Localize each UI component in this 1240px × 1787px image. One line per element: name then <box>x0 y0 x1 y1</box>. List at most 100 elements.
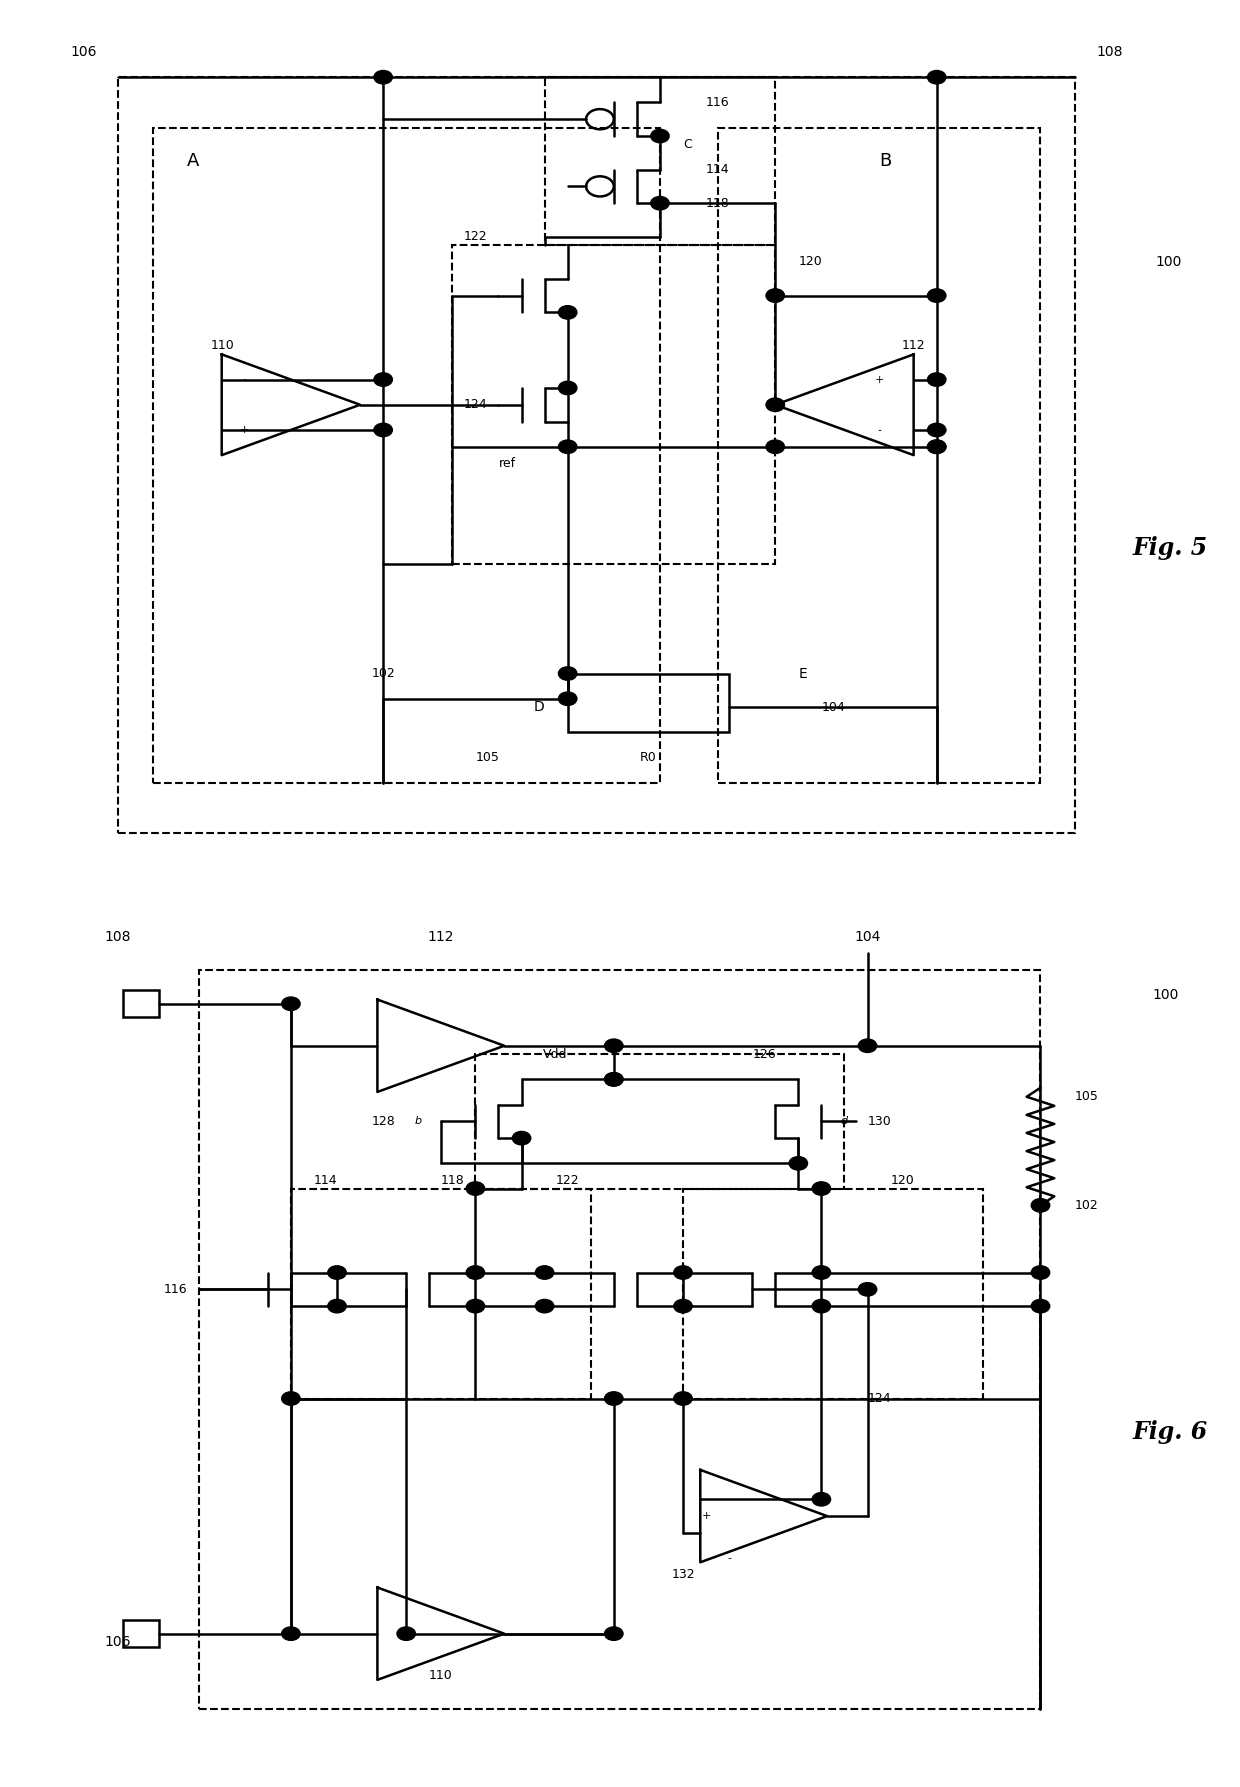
Circle shape <box>558 667 577 681</box>
Circle shape <box>605 1072 622 1086</box>
Circle shape <box>466 1299 485 1313</box>
Circle shape <box>928 440 946 454</box>
Text: 112: 112 <box>428 929 454 944</box>
Text: 100: 100 <box>1152 988 1179 1003</box>
Circle shape <box>928 289 946 302</box>
Text: 128: 128 <box>372 1115 396 1128</box>
Circle shape <box>928 70 946 84</box>
Circle shape <box>374 373 392 386</box>
Circle shape <box>327 1265 346 1279</box>
Text: C: C <box>683 138 692 150</box>
Text: 104: 104 <box>821 701 846 713</box>
Text: +: + <box>874 375 884 384</box>
Text: Fig. 6: Fig. 6 <box>1133 1421 1208 1444</box>
Text: 106: 106 <box>104 1635 131 1649</box>
Text: 122: 122 <box>556 1174 579 1187</box>
Text: 132: 132 <box>672 1569 696 1581</box>
Text: b: b <box>414 1117 422 1126</box>
Circle shape <box>605 1392 622 1405</box>
Text: 110: 110 <box>210 340 234 352</box>
Text: 120: 120 <box>799 256 822 268</box>
Text: -: - <box>877 425 882 434</box>
Circle shape <box>466 1265 485 1279</box>
Text: Fig. 5: Fig. 5 <box>1133 536 1208 559</box>
Circle shape <box>327 1299 346 1313</box>
Circle shape <box>1032 1199 1050 1212</box>
Circle shape <box>374 70 392 84</box>
Circle shape <box>558 381 577 395</box>
Text: B: B <box>879 152 892 170</box>
Circle shape <box>397 1626 415 1640</box>
Circle shape <box>928 440 946 454</box>
Circle shape <box>374 424 392 436</box>
Text: 120: 120 <box>890 1174 914 1187</box>
Text: 116: 116 <box>706 96 729 109</box>
Circle shape <box>766 289 785 302</box>
Text: 104: 104 <box>854 929 880 944</box>
Circle shape <box>766 399 785 411</box>
Bar <box>123 1621 160 1648</box>
Text: 124: 124 <box>464 399 487 411</box>
Text: 102: 102 <box>1075 1199 1099 1212</box>
Circle shape <box>651 129 670 143</box>
Circle shape <box>928 373 946 386</box>
Circle shape <box>466 1181 485 1196</box>
Text: R0: R0 <box>640 751 657 765</box>
Circle shape <box>812 1181 831 1196</box>
Circle shape <box>789 1156 807 1170</box>
Circle shape <box>812 1492 831 1506</box>
Text: 122: 122 <box>464 231 487 243</box>
Text: 114: 114 <box>314 1174 337 1187</box>
Circle shape <box>812 1299 831 1313</box>
Text: d: d <box>841 1117 848 1126</box>
Circle shape <box>536 1265 554 1279</box>
Text: 108: 108 <box>1096 45 1123 59</box>
Circle shape <box>512 1131 531 1145</box>
Text: -: - <box>243 375 247 384</box>
Circle shape <box>1032 1299 1050 1313</box>
Text: +: + <box>702 1512 711 1521</box>
Text: 126: 126 <box>753 1047 776 1061</box>
Text: 124: 124 <box>868 1392 892 1405</box>
Text: 114: 114 <box>706 163 729 177</box>
Text: 102: 102 <box>372 667 396 681</box>
Circle shape <box>605 1072 622 1086</box>
Circle shape <box>558 306 577 320</box>
Circle shape <box>1032 1265 1050 1279</box>
Circle shape <box>281 1392 300 1405</box>
Circle shape <box>605 1626 622 1640</box>
Text: 105: 105 <box>475 751 500 765</box>
Text: 118: 118 <box>706 197 730 209</box>
Circle shape <box>858 1283 877 1296</box>
Text: 110: 110 <box>429 1669 453 1682</box>
Circle shape <box>673 1299 692 1313</box>
Text: +: + <box>241 425 249 434</box>
Circle shape <box>281 997 300 1010</box>
Text: D: D <box>534 701 544 715</box>
Text: 105: 105 <box>1075 1090 1099 1103</box>
Circle shape <box>558 440 577 454</box>
Text: 106: 106 <box>71 45 97 59</box>
Circle shape <box>812 1265 831 1279</box>
Circle shape <box>536 1299 554 1313</box>
Text: 100: 100 <box>1156 256 1182 270</box>
Circle shape <box>281 1626 300 1640</box>
Bar <box>123 990 160 1017</box>
Circle shape <box>858 1038 877 1053</box>
Circle shape <box>651 197 670 209</box>
Circle shape <box>673 1265 692 1279</box>
Text: -: - <box>727 1553 732 1564</box>
Circle shape <box>605 1038 622 1053</box>
Text: A: A <box>187 152 200 170</box>
Text: Vdd: Vdd <box>543 1047 568 1061</box>
Circle shape <box>766 440 785 454</box>
Text: 116: 116 <box>164 1283 187 1296</box>
Circle shape <box>558 692 577 706</box>
Text: 130: 130 <box>868 1115 892 1128</box>
Circle shape <box>673 1392 692 1405</box>
Text: 108: 108 <box>104 929 131 944</box>
Circle shape <box>928 424 946 436</box>
Text: 112: 112 <box>903 340 926 352</box>
Text: 118: 118 <box>440 1174 464 1187</box>
Text: ref: ref <box>498 457 516 470</box>
